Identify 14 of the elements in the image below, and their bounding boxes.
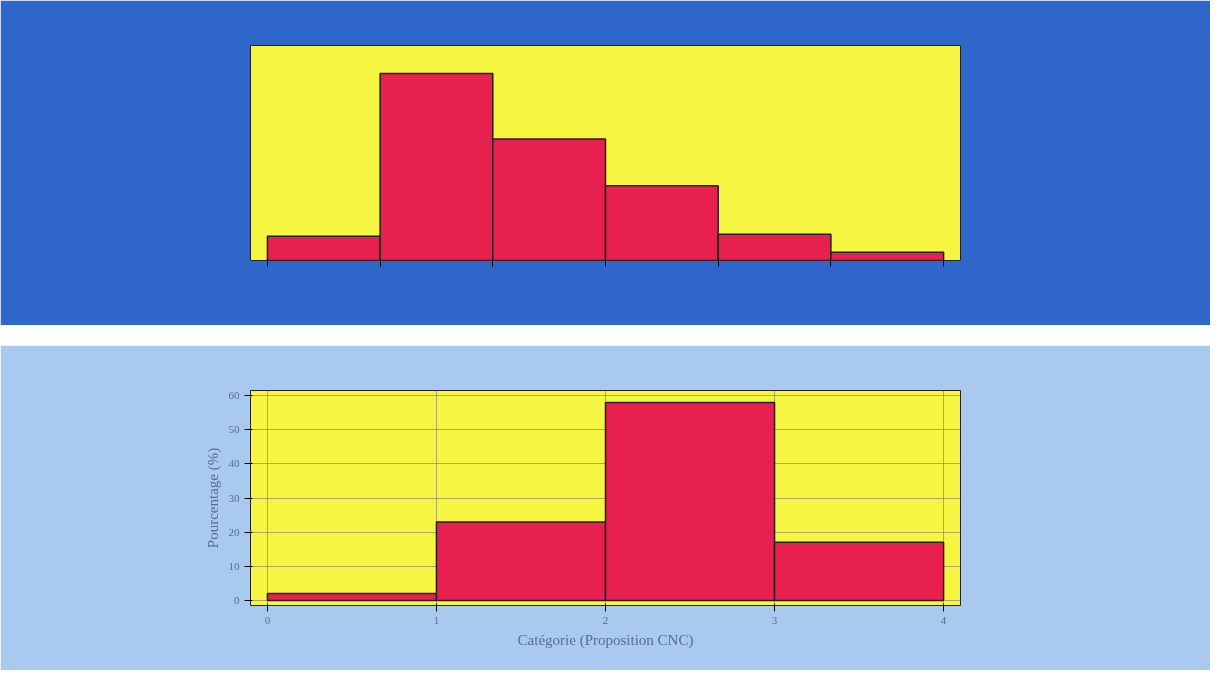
y-tick-label: 30 [228, 491, 240, 504]
y-axis-title: Pourcentage (%) [204, 447, 222, 549]
y-tick-label: 40 [228, 457, 240, 470]
x-tick-label: 0 [264, 613, 271, 626]
y-tick-label: 60 [228, 389, 240, 402]
y-tick-label: 0 [234, 593, 240, 606]
x-tick-label: 2 [602, 613, 609, 626]
y-tick-label: 20 [228, 525, 240, 538]
x-tick-label: 4 [940, 613, 947, 626]
x-axis-title: Catégorie (Proposition CNC) [517, 631, 694, 649]
y-tick-label: 50 [228, 423, 240, 436]
x-tick-label: 1 [433, 613, 440, 626]
y-tick-label: 10 [228, 559, 240, 572]
x-tick-label: 3 [771, 613, 778, 626]
